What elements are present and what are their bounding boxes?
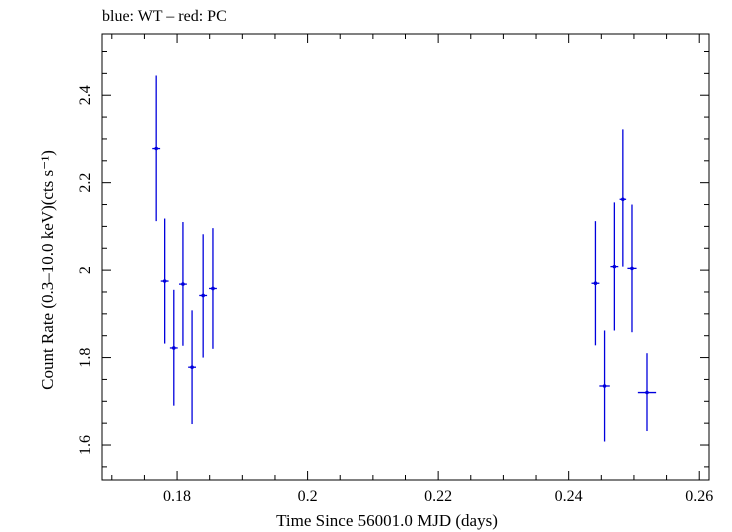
data-marker [211, 286, 215, 291]
data-marker [630, 266, 634, 271]
data-point [160, 218, 169, 344]
data-point [637, 353, 657, 432]
data-point [627, 204, 637, 333]
data-point [152, 75, 161, 222]
data-marker [181, 282, 185, 286]
axis-ticks: 0.18 0.2 0.22 0.24 0.26 1.6 1.8 2 2.2 2.4 [77, 34, 713, 505]
data-point [179, 222, 187, 346]
x-tick-label: 0.18 [163, 488, 191, 505]
data-points [152, 75, 657, 442]
y-tick-label: 2.2 [77, 173, 94, 193]
data-marker [162, 279, 167, 283]
y-tick-label: 2 [77, 266, 94, 274]
data-point [188, 310, 196, 425]
data-point [199, 234, 208, 358]
data-marker [190, 365, 194, 369]
x-tick-label: 0.26 [685, 488, 713, 505]
x-tick-label: 0.24 [555, 488, 583, 505]
y-tick-label: 2.4 [77, 85, 94, 105]
x-tick-label: 0.2 [298, 488, 318, 505]
data-marker [171, 346, 176, 350]
data-point [209, 228, 217, 349]
data-marker [621, 197, 625, 202]
data-point [619, 129, 627, 267]
x-axis-label: Time Since 56001.0 MJD (days) [276, 511, 498, 530]
data-marker [593, 281, 598, 286]
y-tick-label: 1.8 [77, 348, 94, 368]
data-marker [201, 293, 205, 298]
chart-title: blue: WT – red: PC [102, 8, 227, 25]
data-point [591, 221, 600, 346]
data-marker [154, 146, 158, 151]
data-marker [645, 390, 649, 395]
x-tick-label: 0.22 [424, 488, 452, 505]
data-point [169, 289, 178, 406]
y-axis-label: Count Rate (0.3–10.0 keV)(cts s⁻¹) [38, 150, 57, 390]
data-point [610, 202, 619, 331]
plot-frame [101, 33, 710, 481]
data-marker [602, 384, 607, 388]
y-tick-label: 1.6 [77, 435, 94, 455]
data-marker [612, 264, 617, 269]
data-point [599, 330, 610, 442]
